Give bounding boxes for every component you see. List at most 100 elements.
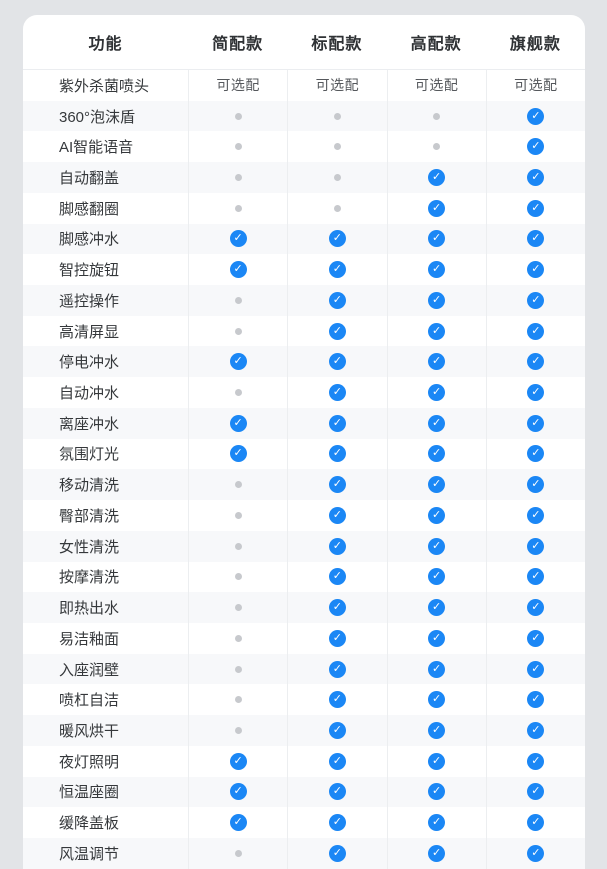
- option-cell: [287, 100, 386, 132]
- table-row: 易洁釉面 ✓ ✓ ✓: [23, 622, 585, 654]
- dot-icon: [234, 143, 242, 151]
- option-cell: ✓: [287, 530, 386, 562]
- feature-label: 离座冲水: [59, 415, 120, 433]
- option-cell: ✓: [485, 285, 585, 316]
- check-icon: ✓: [229, 752, 247, 770]
- header-cell-high-model: 高配款: [410, 36, 462, 53]
- table-row: AI智能语音 ✓: [23, 131, 585, 163]
- feature-label: 紫外杀菌喷头: [59, 77, 150, 95]
- feature-label: 暖风烘干: [59, 722, 120, 740]
- option-cell: ✓: [287, 285, 386, 316]
- check-icon: ✓: [428, 261, 446, 279]
- check-icon: ✓: [527, 506, 545, 524]
- option-cell: [287, 131, 386, 163]
- option-cell: ✓: [188, 254, 287, 286]
- check-icon: ✓: [527, 476, 545, 494]
- feature-label: 按摩清洗: [59, 569, 120, 587]
- check-icon: ✓: [428, 691, 446, 709]
- option-cell: [386, 100, 486, 132]
- option-cell: ✓: [188, 807, 287, 838]
- dot-icon: [234, 665, 242, 673]
- option-cell: ✓: [386, 315, 486, 347]
- check-icon: ✓: [328, 568, 346, 586]
- check-icon: ✓: [527, 445, 545, 463]
- check-icon: ✓: [428, 169, 446, 187]
- option-cell: ✓: [386, 561, 486, 593]
- feature-label: 女性清洗: [59, 538, 120, 556]
- check-icon: ✓: [527, 291, 545, 309]
- table-row: 夜灯照明 ✓ ✓ ✓ ✓: [23, 745, 585, 777]
- check-icon: ✓: [527, 691, 545, 709]
- option-cell: [188, 561, 287, 593]
- check-icon: ✓: [527, 537, 545, 555]
- check-icon: ✓: [328, 230, 346, 248]
- check-icon: ✓: [527, 721, 545, 739]
- dot-icon: [333, 174, 341, 182]
- feature-label: 入座润壁: [59, 661, 120, 679]
- check-icon: ✓: [328, 537, 346, 555]
- option-cell: ✓: [188, 745, 287, 777]
- table-row: 智控旋钮 ✓ ✓ ✓ ✓: [23, 254, 585, 286]
- table-row: 遥控操作 ✓ ✓ ✓: [23, 285, 585, 316]
- check-icon: ✓: [428, 660, 446, 678]
- check-icon: ✓: [527, 353, 545, 371]
- check-icon: ✓: [328, 721, 346, 739]
- check-icon: ✓: [428, 783, 446, 801]
- check-icon: ✓: [428, 230, 446, 248]
- dot-icon: [234, 604, 242, 612]
- table-row: 脚感翻圈 ✓ ✓: [23, 192, 585, 224]
- feature-label: 即热出水: [59, 600, 120, 618]
- option-cell: ✓: [287, 745, 386, 777]
- check-icon: ✓: [328, 629, 346, 647]
- option-cell: [287, 192, 386, 224]
- table-row: 风温调节 ✓ ✓ ✓: [23, 837, 585, 869]
- check-icon: ✓: [527, 568, 545, 586]
- table-row: 女性清洗 ✓ ✓ ✓: [23, 530, 585, 562]
- option-cell: [188, 469, 287, 501]
- check-icon: ✓: [527, 629, 545, 647]
- option-cell: ✓: [287, 346, 386, 378]
- check-icon: ✓: [328, 814, 346, 832]
- table-row: 按摩清洗 ✓ ✓ ✓: [23, 561, 585, 593]
- option-cell: ✓: [386, 223, 486, 255]
- table-header: 功能 简配款 标配款 高配款 旗舰款: [23, 15, 585, 70]
- option-cell: ✓: [386, 407, 486, 439]
- option-cell: ✓: [485, 162, 585, 193]
- table-row: 自动冲水 ✓ ✓ ✓: [23, 377, 585, 408]
- check-icon: ✓: [229, 230, 247, 248]
- check-icon: ✓: [428, 814, 446, 832]
- dot-icon: [234, 511, 242, 519]
- table-row: 入座润壁 ✓ ✓ ✓: [23, 653, 585, 685]
- dot-icon: [333, 143, 341, 151]
- check-icon: ✓: [527, 138, 545, 156]
- check-icon: ✓: [229, 261, 247, 279]
- feature-label: 360°泡沫盾: [59, 108, 136, 126]
- table-row: 臀部清洗 ✓ ✓ ✓: [23, 500, 585, 531]
- check-icon: ✓: [527, 660, 545, 678]
- option-cell: ✓: [287, 223, 386, 255]
- option-cell: ✓: [485, 377, 585, 408]
- check-icon: ✓: [328, 445, 346, 463]
- option-cell: ✓: [287, 500, 386, 531]
- dot-icon: [234, 174, 242, 182]
- check-icon: ✓: [428, 506, 446, 524]
- check-icon: ✓: [527, 814, 545, 832]
- option-cell: ✓: [287, 592, 386, 623]
- table-row: 高清屏显 ✓ ✓ ✓: [23, 315, 585, 347]
- feature-label: 停电冲水: [59, 354, 120, 372]
- check-icon: ✓: [229, 814, 247, 832]
- option-cell: ✓: [287, 715, 386, 746]
- table-body: 紫外杀菌喷头 可选配 可选配 可选配 可选配 360°泡沫盾 ✓ AI智能语音 …: [23, 70, 585, 869]
- feature-label: 脚感冲水: [59, 231, 120, 249]
- check-icon: ✓: [428, 721, 446, 739]
- option-cell: [188, 715, 287, 746]
- feature-label: 自动翻盖: [59, 170, 120, 188]
- option-cell: [188, 315, 287, 347]
- option-cell: ✓: [287, 807, 386, 838]
- option-cell: [188, 192, 287, 224]
- option-cell: ✓: [287, 837, 386, 869]
- check-icon: ✓: [428, 844, 446, 862]
- feature-label: 易洁釉面: [59, 630, 120, 648]
- option-cell: ✓: [485, 315, 585, 347]
- feature-label: 喷杠自洁: [59, 692, 120, 710]
